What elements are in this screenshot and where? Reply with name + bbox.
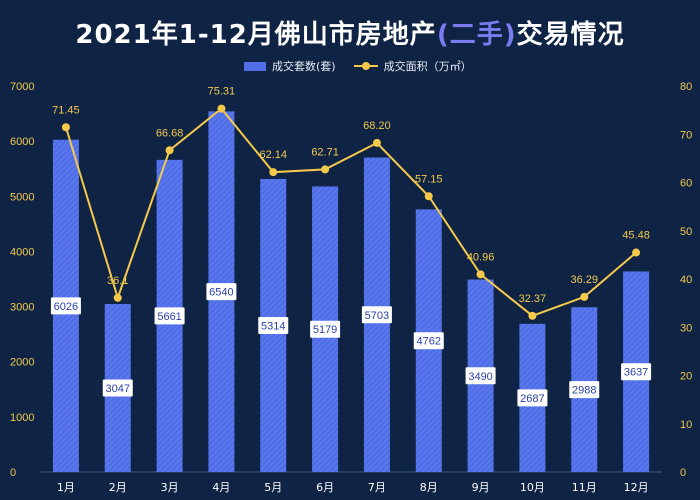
- legend-line-label: 成交面积（万㎡）: [383, 60, 472, 73]
- bar-value-box: [413, 332, 444, 350]
- x-tick-label: 12月: [624, 481, 649, 494]
- line-value-label: 66.68: [156, 127, 184, 139]
- line-value-label: 40.96: [467, 251, 495, 263]
- x-tick-label: 2月: [109, 481, 127, 494]
- line-point: [580, 292, 589, 301]
- chart-title: 2021年1-12月佛山市房地产(二手)交易情况: [0, 14, 700, 51]
- x-tick-label: 9月: [472, 481, 490, 494]
- y-right-tick-label: 20: [680, 371, 692, 383]
- line-value-label: 71.45: [52, 104, 80, 116]
- bar-value-box: [517, 389, 548, 407]
- bar-value-label: 6026: [54, 301, 78, 313]
- line-point: [165, 146, 174, 155]
- line-value-label: 32.37: [519, 293, 547, 305]
- legend: 成交套数(套) 成交面积（万㎡）: [244, 58, 472, 74]
- y-right-tick-label: 50: [680, 226, 692, 238]
- line-point: [424, 192, 433, 201]
- bar-value-box: [310, 320, 341, 338]
- y-left-tick-label: 2000: [10, 357, 34, 369]
- line-series: [64, 107, 637, 317]
- line-value-label: 62.71: [311, 146, 339, 158]
- line-value-label: 68.20: [363, 120, 391, 132]
- y-left-tick-label: 3000: [10, 302, 34, 314]
- chart-title-highlight: (二手): [436, 20, 517, 50]
- line-value-label: 36.1: [107, 275, 128, 287]
- y-right-tick-label: 80: [680, 81, 692, 93]
- bar-value-box: [361, 306, 392, 324]
- bar-value-label: 5179: [313, 324, 337, 336]
- bar-value-box: [465, 367, 496, 385]
- x-tick-label: 10月: [520, 481, 545, 494]
- legend-bar-label: 成交套数(套): [272, 60, 336, 73]
- y-right-tick-label: 40: [680, 274, 692, 286]
- x-tick-label: 5月: [264, 481, 282, 494]
- bar-value-box: [569, 381, 600, 399]
- bar-value-label: 5703: [365, 310, 389, 322]
- legend-line-swatch: [353, 62, 378, 70]
- bar-value-label: 5661: [157, 311, 181, 323]
- line-point: [321, 165, 330, 174]
- chart-title-main: 2021年1-12月佛山市房地产: [75, 20, 437, 50]
- bar-value-box: [50, 297, 81, 315]
- y-right-tick-label: 60: [680, 178, 692, 190]
- line-value-label: 75.31: [208, 86, 236, 98]
- y-right-tick-label: 10: [680, 419, 692, 431]
- line-point: [269, 168, 278, 177]
- line-point: [528, 311, 537, 320]
- line-value-label: 36.29: [570, 274, 598, 286]
- bar-value-box: [258, 316, 289, 334]
- y-right-tick-label: 0: [680, 467, 686, 479]
- line-point: [372, 138, 381, 147]
- bar-value-label: 6540: [209, 287, 233, 299]
- x-tick-label: 7月: [368, 481, 386, 494]
- x-tick-label: 6月: [316, 481, 334, 494]
- x-tick-label: 4月: [212, 481, 230, 494]
- y-left-tick-label: 0: [10, 467, 16, 479]
- y-right-tick-label: 70: [680, 129, 692, 141]
- chart-title-tail: 交易情况: [516, 20, 625, 50]
- bar-value-box: [102, 379, 133, 397]
- y-left-tick-label: 5000: [10, 191, 34, 203]
- y-right-tick-label: 30: [680, 322, 692, 334]
- bar-value-label: 4762: [417, 336, 441, 348]
- bar-value-label: 2687: [520, 393, 544, 405]
- y-left-tick-label: 4000: [10, 246, 34, 258]
- line-point: [632, 248, 641, 257]
- line-point: [476, 270, 485, 279]
- line-point: [61, 123, 70, 132]
- x-tick-label: 3月: [161, 481, 179, 494]
- y-left-tick-label: 1000: [10, 412, 34, 424]
- line-point: [217, 104, 226, 113]
- x-tick-label: 8月: [420, 481, 438, 494]
- bar-value-label: 2988: [572, 385, 596, 397]
- bar-value-box: [206, 283, 237, 301]
- y-left-tick-label: 6000: [10, 136, 34, 148]
- bar-value-box: [154, 307, 185, 325]
- x-tick-label: 1月: [57, 481, 75, 494]
- bar-value-label: 3490: [468, 371, 492, 383]
- line-value-label: 45.48: [622, 230, 650, 242]
- bar-value-label: 3047: [106, 383, 130, 395]
- x-tick-label: 11月: [572, 481, 597, 494]
- bar-value-box: [621, 363, 652, 381]
- line-value-label: 57.15: [415, 173, 443, 185]
- y-left-tick-label: 7000: [10, 81, 34, 93]
- legend-bar-swatch: [244, 61, 266, 71]
- bar-value-label: 5314: [261, 320, 285, 332]
- bar-value-label: 3637: [624, 367, 648, 379]
- line-point: [113, 293, 122, 302]
- line-value-label: 62.14: [259, 149, 287, 161]
